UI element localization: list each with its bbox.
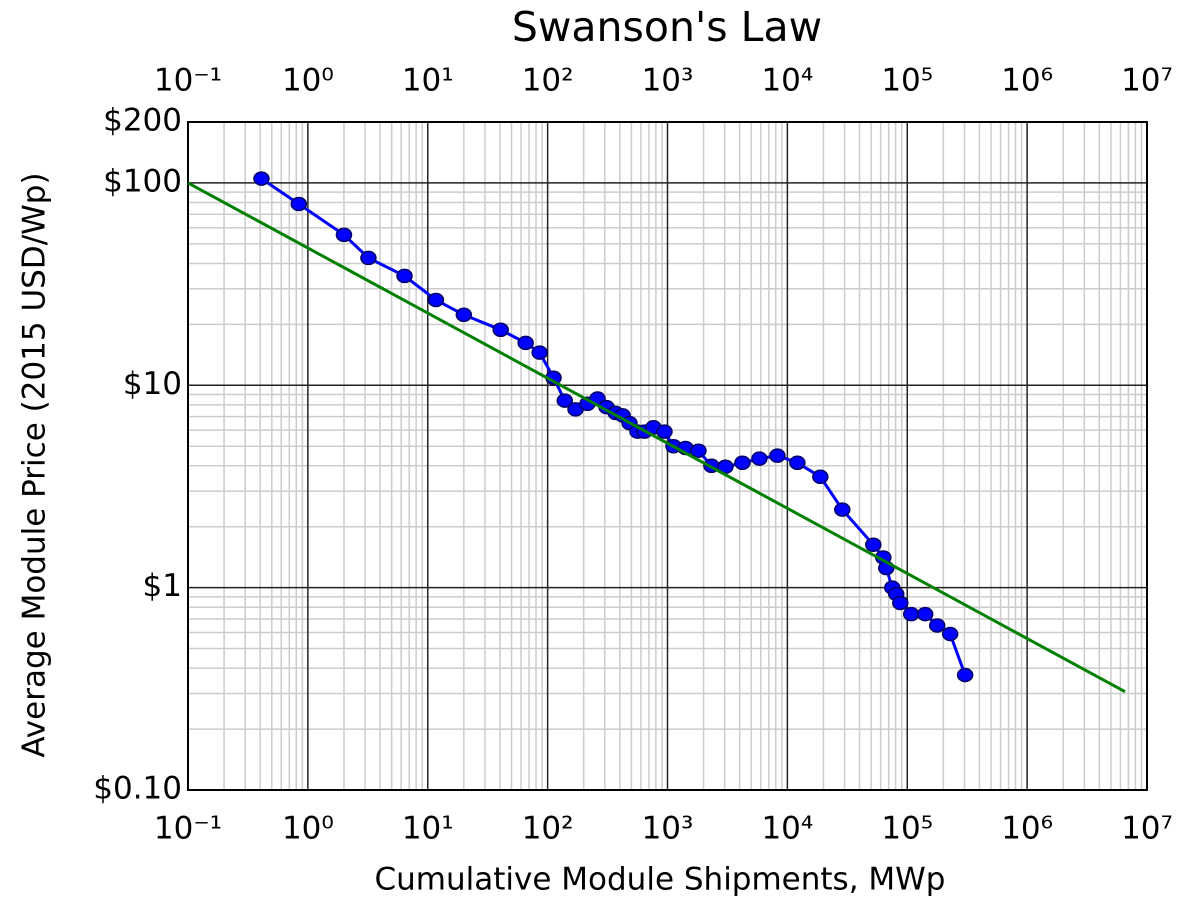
x-top-tick-label: 10⁵ [881,63,933,99]
y-tick-label: $1 [143,568,182,604]
data-point [812,469,829,485]
data-point [751,451,768,466]
x-axis-label: Cumulative Module Shipments, MWp [375,862,946,898]
data-point [734,455,751,471]
data-point [531,345,548,360]
data-point [690,443,707,458]
x-tick-label: 10⁴ [761,811,813,847]
x-top-tick-label: 10⁶ [1001,63,1053,99]
x-top-tick-label: 10⁴ [761,63,813,99]
data-point [834,502,851,517]
series-line [187,181,1126,694]
data-point [892,595,909,611]
data-point [360,250,377,266]
data-point [253,171,270,186]
data-point [335,227,353,243]
x-top-tick-label: 10³ [642,63,694,99]
data-point [556,393,574,408]
y-axis-label: Average Module Price (2015 USD/Wp) [17,172,53,757]
data-point [517,335,534,351]
data-point [492,322,509,338]
data-point [789,455,806,471]
x-tick-label: 10¹ [402,811,454,847]
data-point [290,196,308,212]
data-point [865,537,882,552]
data-point [941,626,959,642]
data-point [956,667,974,683]
data-point [656,424,673,439]
data-point [455,307,473,323]
data-point [916,606,934,622]
x-top-tick-label: 10⁷ [1121,63,1173,99]
data-point [396,268,413,284]
x-top-tick-label: 10⁻¹ [154,63,222,99]
x-tick-label: 10³ [642,811,694,847]
x-top-tick-label: 10⁰ [282,63,334,99]
y-tick-label: $10 [123,366,182,402]
data-point [427,292,445,308]
data-point [928,618,946,633]
x-tick-label: 10⁵ [881,811,933,847]
x-tick-label: 10² [522,811,574,847]
x-tick-label: 10⁶ [1001,811,1053,847]
x-top-tick-label: 10² [522,63,574,99]
y-tick-label: $0.10 [93,771,182,807]
x-top-tick-label: 10¹ [402,63,454,99]
x-tick-label: 10⁻¹ [154,811,222,847]
data-point [769,448,786,463]
y-tick-label: $200 [103,103,182,139]
y-tick-label: $100 [103,163,182,199]
data-point [902,606,920,622]
x-tick-label: 10⁷ [1121,811,1173,847]
plot-frame [187,121,1148,791]
chart-title: Swanson's Law [512,3,822,51]
x-tick-label: 10⁰ [282,811,334,847]
